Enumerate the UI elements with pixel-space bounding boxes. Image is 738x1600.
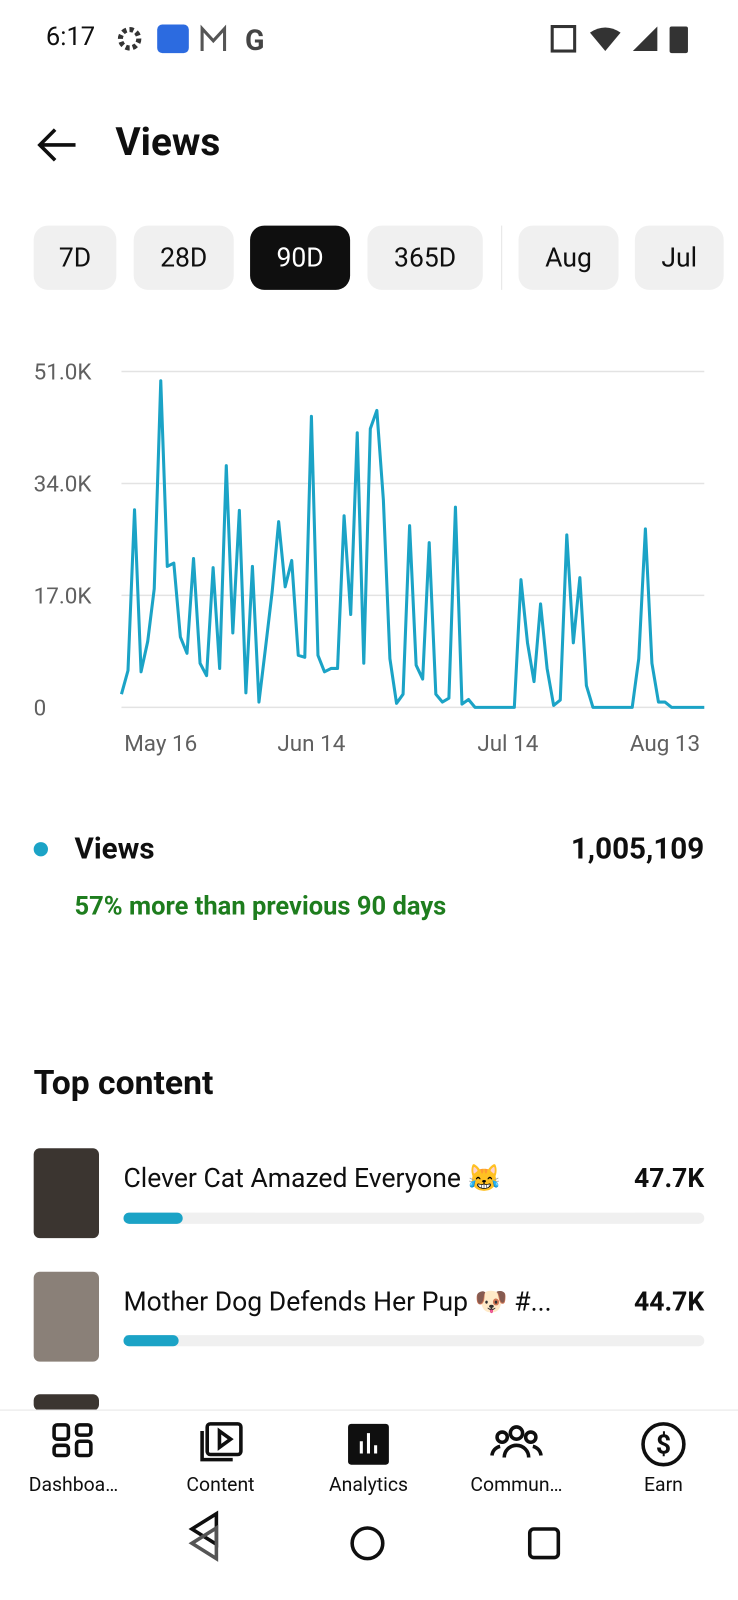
y-tick-label: 0 [34,696,47,722]
x-tick-label: Jun 14 [277,731,345,757]
svg-text:G: G [245,23,264,57]
progress-fill [123,1335,179,1347]
chart: 0 17.0K 34.0K 51.0K May 16 Jun 14 Jul 14 Aug 13 [34,360,705,757]
content-views: 47.7K [634,1163,705,1195]
tab[interactable]: Jul [634,225,724,290]
total-views: 1,005,109 [570,831,705,867]
nav-item[interactable]: Content [186,1472,255,1497]
tab[interactable]: 28D [133,225,234,290]
tab[interactable]: 90D [250,225,351,290]
x-tick-label: May 16 [124,731,197,757]
y-tick-label: 51.0K [34,360,93,386]
comparison: 57% more than previous 90 days [74,892,447,922]
nav-item[interactable]: Dashboa… [28,1472,119,1497]
y-tick-label: 17.0K [34,584,93,610]
tab[interactable]: Aug [518,225,619,290]
line-series [119,379,705,709]
y-tick-label: 34.0K [34,472,93,498]
thumbnail [33,1394,100,1411]
divider [501,225,503,290]
nav-item[interactable]: Commun… [470,1472,563,1497]
back-button[interactable] [35,125,80,166]
nav-item[interactable]: Earn [644,1472,683,1497]
status-time: 6:17 [45,22,96,53]
content-views: 44.7K [634,1287,705,1318]
page-title: Views [115,120,221,166]
svg-text:$: $ [656,1429,671,1460]
legend-dot [33,842,48,857]
content-title[interactable]: Mother Dog Defends Her Pup 🐶 #... [123,1287,552,1318]
content-title[interactable]: Clever Cat Amazed Everyone 😹 [123,1163,501,1195]
legend-label: Views [74,831,155,867]
progress-track [123,1212,705,1224]
tab[interactable]: 365D [367,225,483,290]
status-icons: G [117,23,264,57]
progress-fill [123,1212,183,1224]
x-tick-label: Aug 13 [630,731,700,757]
system-icons [550,25,688,54]
nav-icons: $ [52,1419,686,1562]
thumbnail[interactable] [33,1148,100,1239]
section-title: Top content [33,1063,214,1104]
thumbnail[interactable] [33,1271,100,1362]
tab[interactable]: 7D [33,225,117,290]
x-tick-label: Jul 14 [477,731,538,757]
progress-track [123,1335,705,1347]
nav-item[interactable]: Analytics [328,1472,408,1497]
